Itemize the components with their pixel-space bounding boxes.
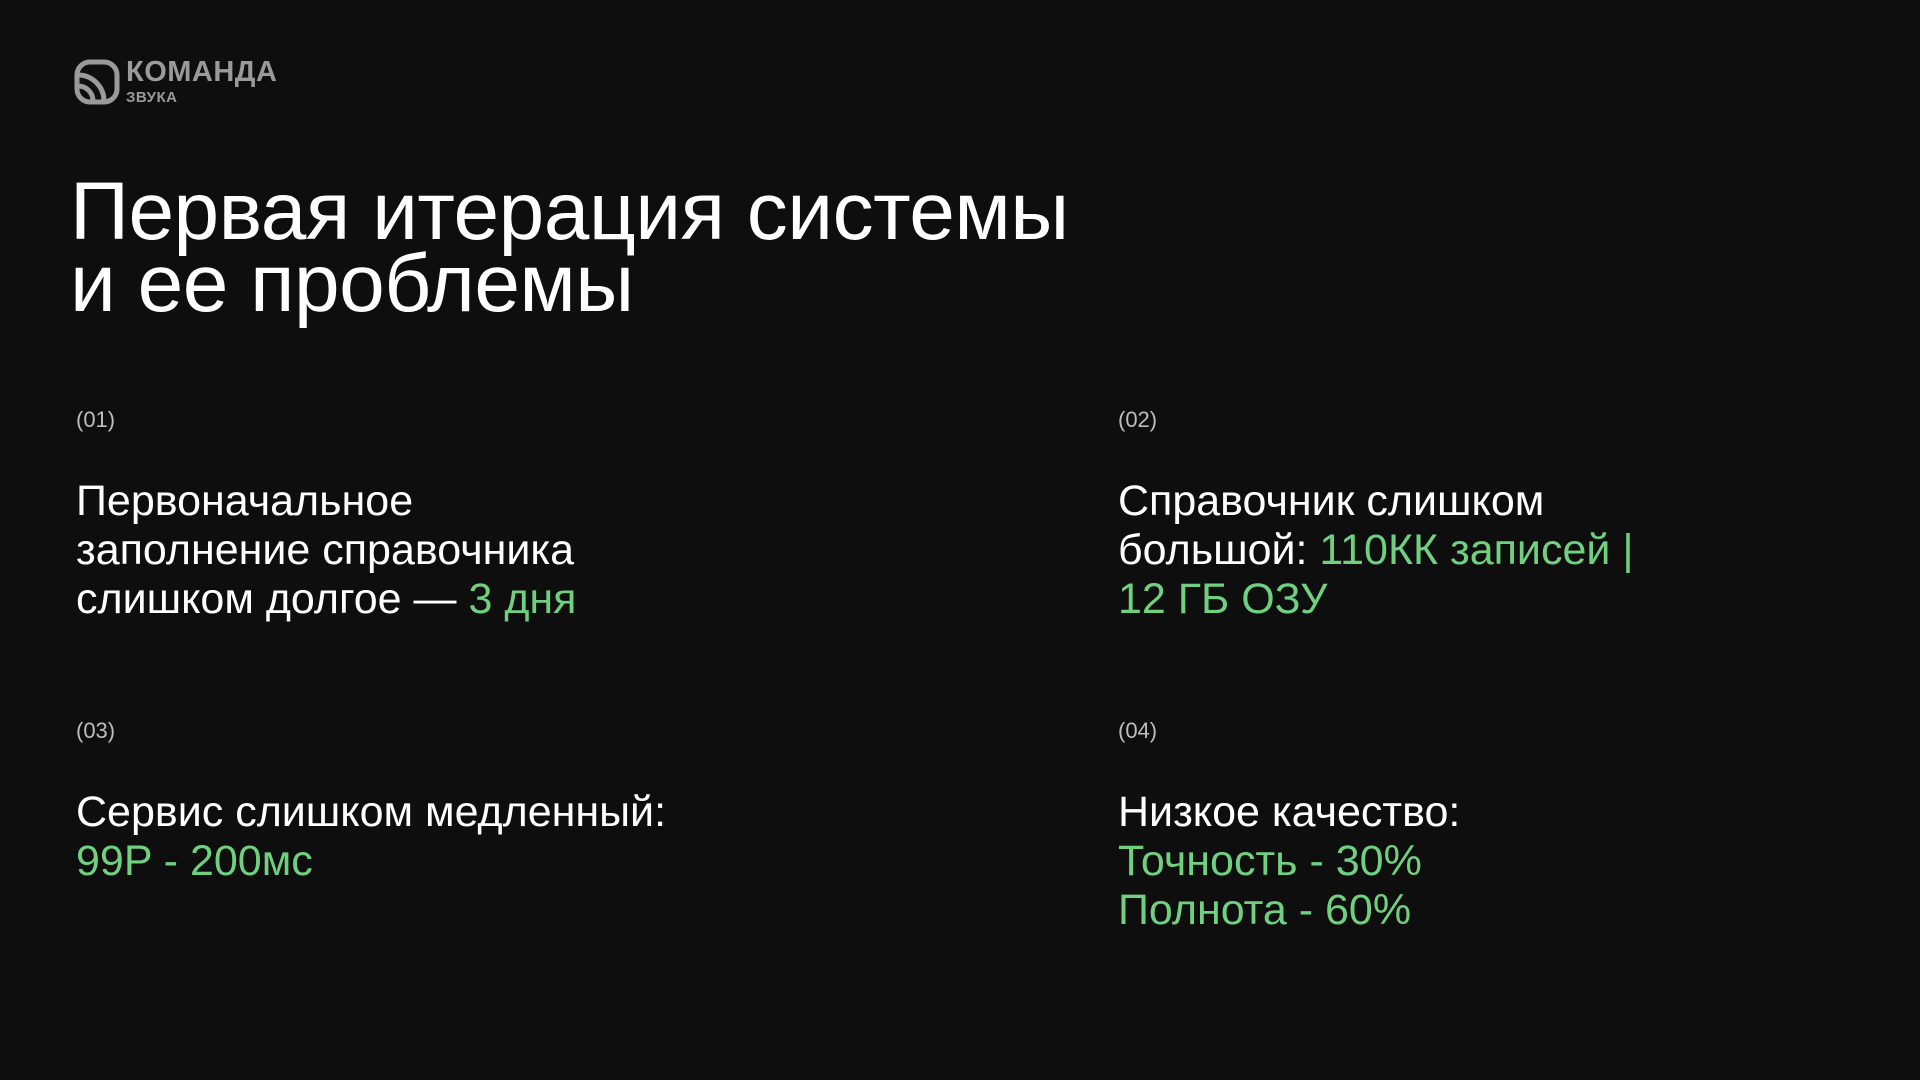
logo-icon xyxy=(74,59,120,104)
highlight-text: 3 дня xyxy=(468,575,577,623)
problem-item-4: (04) Низкое качество: Точность - 30% Полнот… xyxy=(1118,718,1878,935)
highlight-text: 99P - 200мс xyxy=(76,837,313,885)
item-line: Точность - 30% xyxy=(1118,837,1878,886)
problem-item-3: (03) Сервис слишком медленный: 99P - 200мс xyxy=(76,718,836,886)
plain-text: заполнение справочника xyxy=(76,526,575,574)
item-number: (02) xyxy=(1118,407,1158,432)
title-line-1: Первая итерация системы xyxy=(70,166,1069,257)
logo: КОМАНДА ЗВУКА xyxy=(74,58,277,105)
plain-text: Низкое качество: xyxy=(1118,788,1461,836)
item-line: слишком долгое — 3 дня xyxy=(76,575,836,624)
item-line: 99P - 200мс xyxy=(76,837,836,886)
item-line: Первоначальное xyxy=(76,477,836,526)
item-text: Первоначальное заполнение справочника слиш… xyxy=(76,477,836,624)
plain-text: Справочник слишком xyxy=(1118,477,1545,525)
item-text: Сервис слишком медленный: 99P - 200мс xyxy=(76,788,836,886)
item-line: 12 ГБ ОЗУ xyxy=(1118,575,1878,624)
highlight-text: Полнота - 60% xyxy=(1118,886,1412,934)
plain-text: Первоначальное xyxy=(76,477,414,525)
item-line: Полнота - 60% xyxy=(1118,886,1878,935)
item-text: Низкое качество: Точность - 30% Полнота - … xyxy=(1118,788,1878,935)
logo-main-text: КОМАНДА xyxy=(126,56,278,88)
highlight-text: 110КК записей | xyxy=(1319,526,1634,574)
item-line: Справочник слишком xyxy=(1118,477,1878,526)
item-number: (03) xyxy=(76,718,116,743)
plain-text: слишком долгое — xyxy=(76,575,469,623)
item-line: Сервис слишком медленный: xyxy=(76,788,836,837)
item-line: заполнение справочника xyxy=(76,526,836,575)
plain-text: Сервис слишком медленный: xyxy=(76,788,667,836)
highlight-text: Точность - 30% xyxy=(1118,837,1422,885)
highlight-text: 12 ГБ ОЗУ xyxy=(1118,575,1328,623)
item-number: (04) xyxy=(1118,718,1158,743)
problem-item-2: (02) Справочник слишком большой: 110КК зап… xyxy=(1118,407,1878,624)
plain-text: большой: xyxy=(1118,526,1320,574)
item-line: Низкое качество: xyxy=(1118,788,1878,837)
logo-sub-text: ЗВУКА xyxy=(126,89,178,106)
item-line: большой: 110КК записей | xyxy=(1118,526,1878,575)
title-line-2: и ее проблемы xyxy=(70,238,634,329)
problem-item-1: (01) Первоначальное заполнение справочника… xyxy=(76,407,836,624)
page-title: Первая итерация системы и ее проблемы xyxy=(70,171,1069,325)
item-number: (01) xyxy=(76,407,116,432)
item-text: Справочник слишком большой: 110КК записей… xyxy=(1118,477,1878,624)
